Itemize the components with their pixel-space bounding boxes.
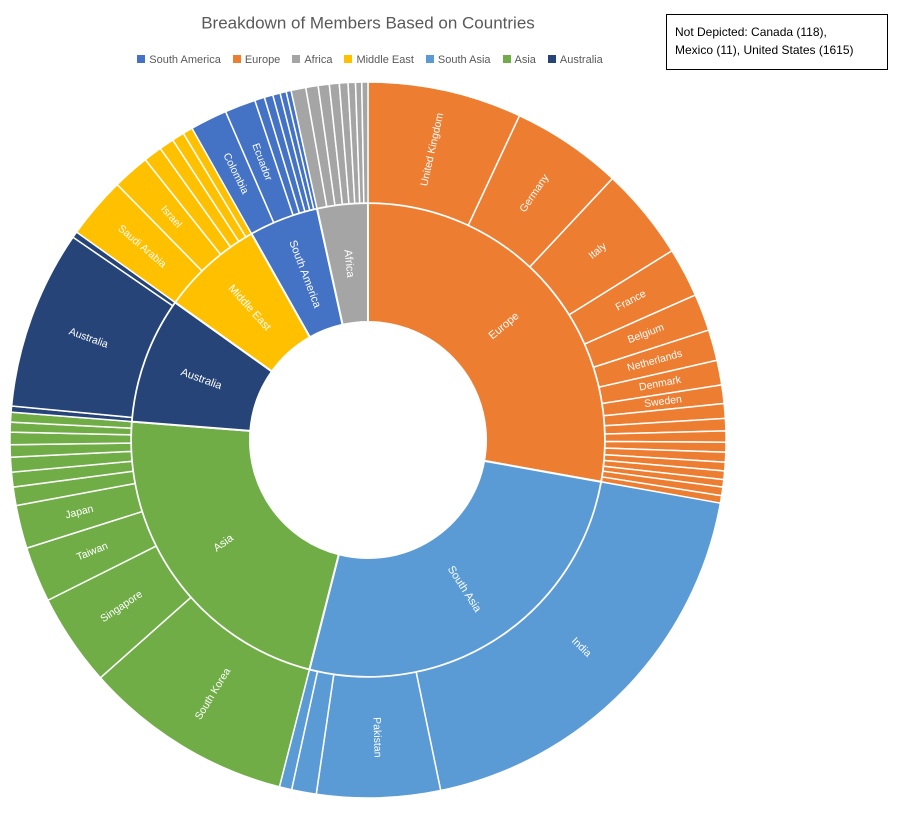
legend-item: Africa (292, 54, 332, 66)
legend-swatch (137, 55, 146, 63)
legend-item: Australia (547, 54, 603, 66)
outer-segment (360, 81, 369, 204)
outer-segment (415, 480, 722, 792)
legend-swatch (502, 55, 511, 63)
legend-item: Europe (232, 54, 281, 66)
annotation: Not Depicted: Canada (118), (675, 25, 827, 39)
legend: South America Europe Africa Middle East Sout… (0, 54, 740, 66)
legend-item: South America (137, 54, 221, 66)
legend-label: Asia (514, 54, 536, 66)
legend-item: Middle East (344, 54, 414, 66)
legend-label: South America (149, 54, 221, 66)
legend-item: Asia (502, 54, 536, 66)
legend-swatch (292, 55, 301, 63)
segment-label: Sweden (643, 393, 682, 410)
legend-label: Africa (304, 54, 333, 66)
legend-swatch (344, 55, 353, 63)
legend-swatch (547, 55, 556, 63)
legend-swatch (425, 55, 434, 63)
legend-item: South Asia (425, 54, 491, 66)
legend-label: Australia (559, 54, 603, 66)
chart-title: Breakdown of Members Based on Countries (201, 13, 535, 32)
legend-swatch (232, 55, 241, 63)
segment-label: Pakistan (370, 717, 383, 758)
legend-label: Europe (244, 54, 281, 66)
segment-label: Africa (341, 249, 356, 279)
annotation: Mexico (11), United States (1615) (675, 43, 854, 57)
legend-label: South Asia (437, 54, 491, 66)
annotation-box: Not Depicted: Canada (118), Mexico (11),… (666, 14, 888, 70)
legend-label: Middle East (356, 54, 414, 66)
